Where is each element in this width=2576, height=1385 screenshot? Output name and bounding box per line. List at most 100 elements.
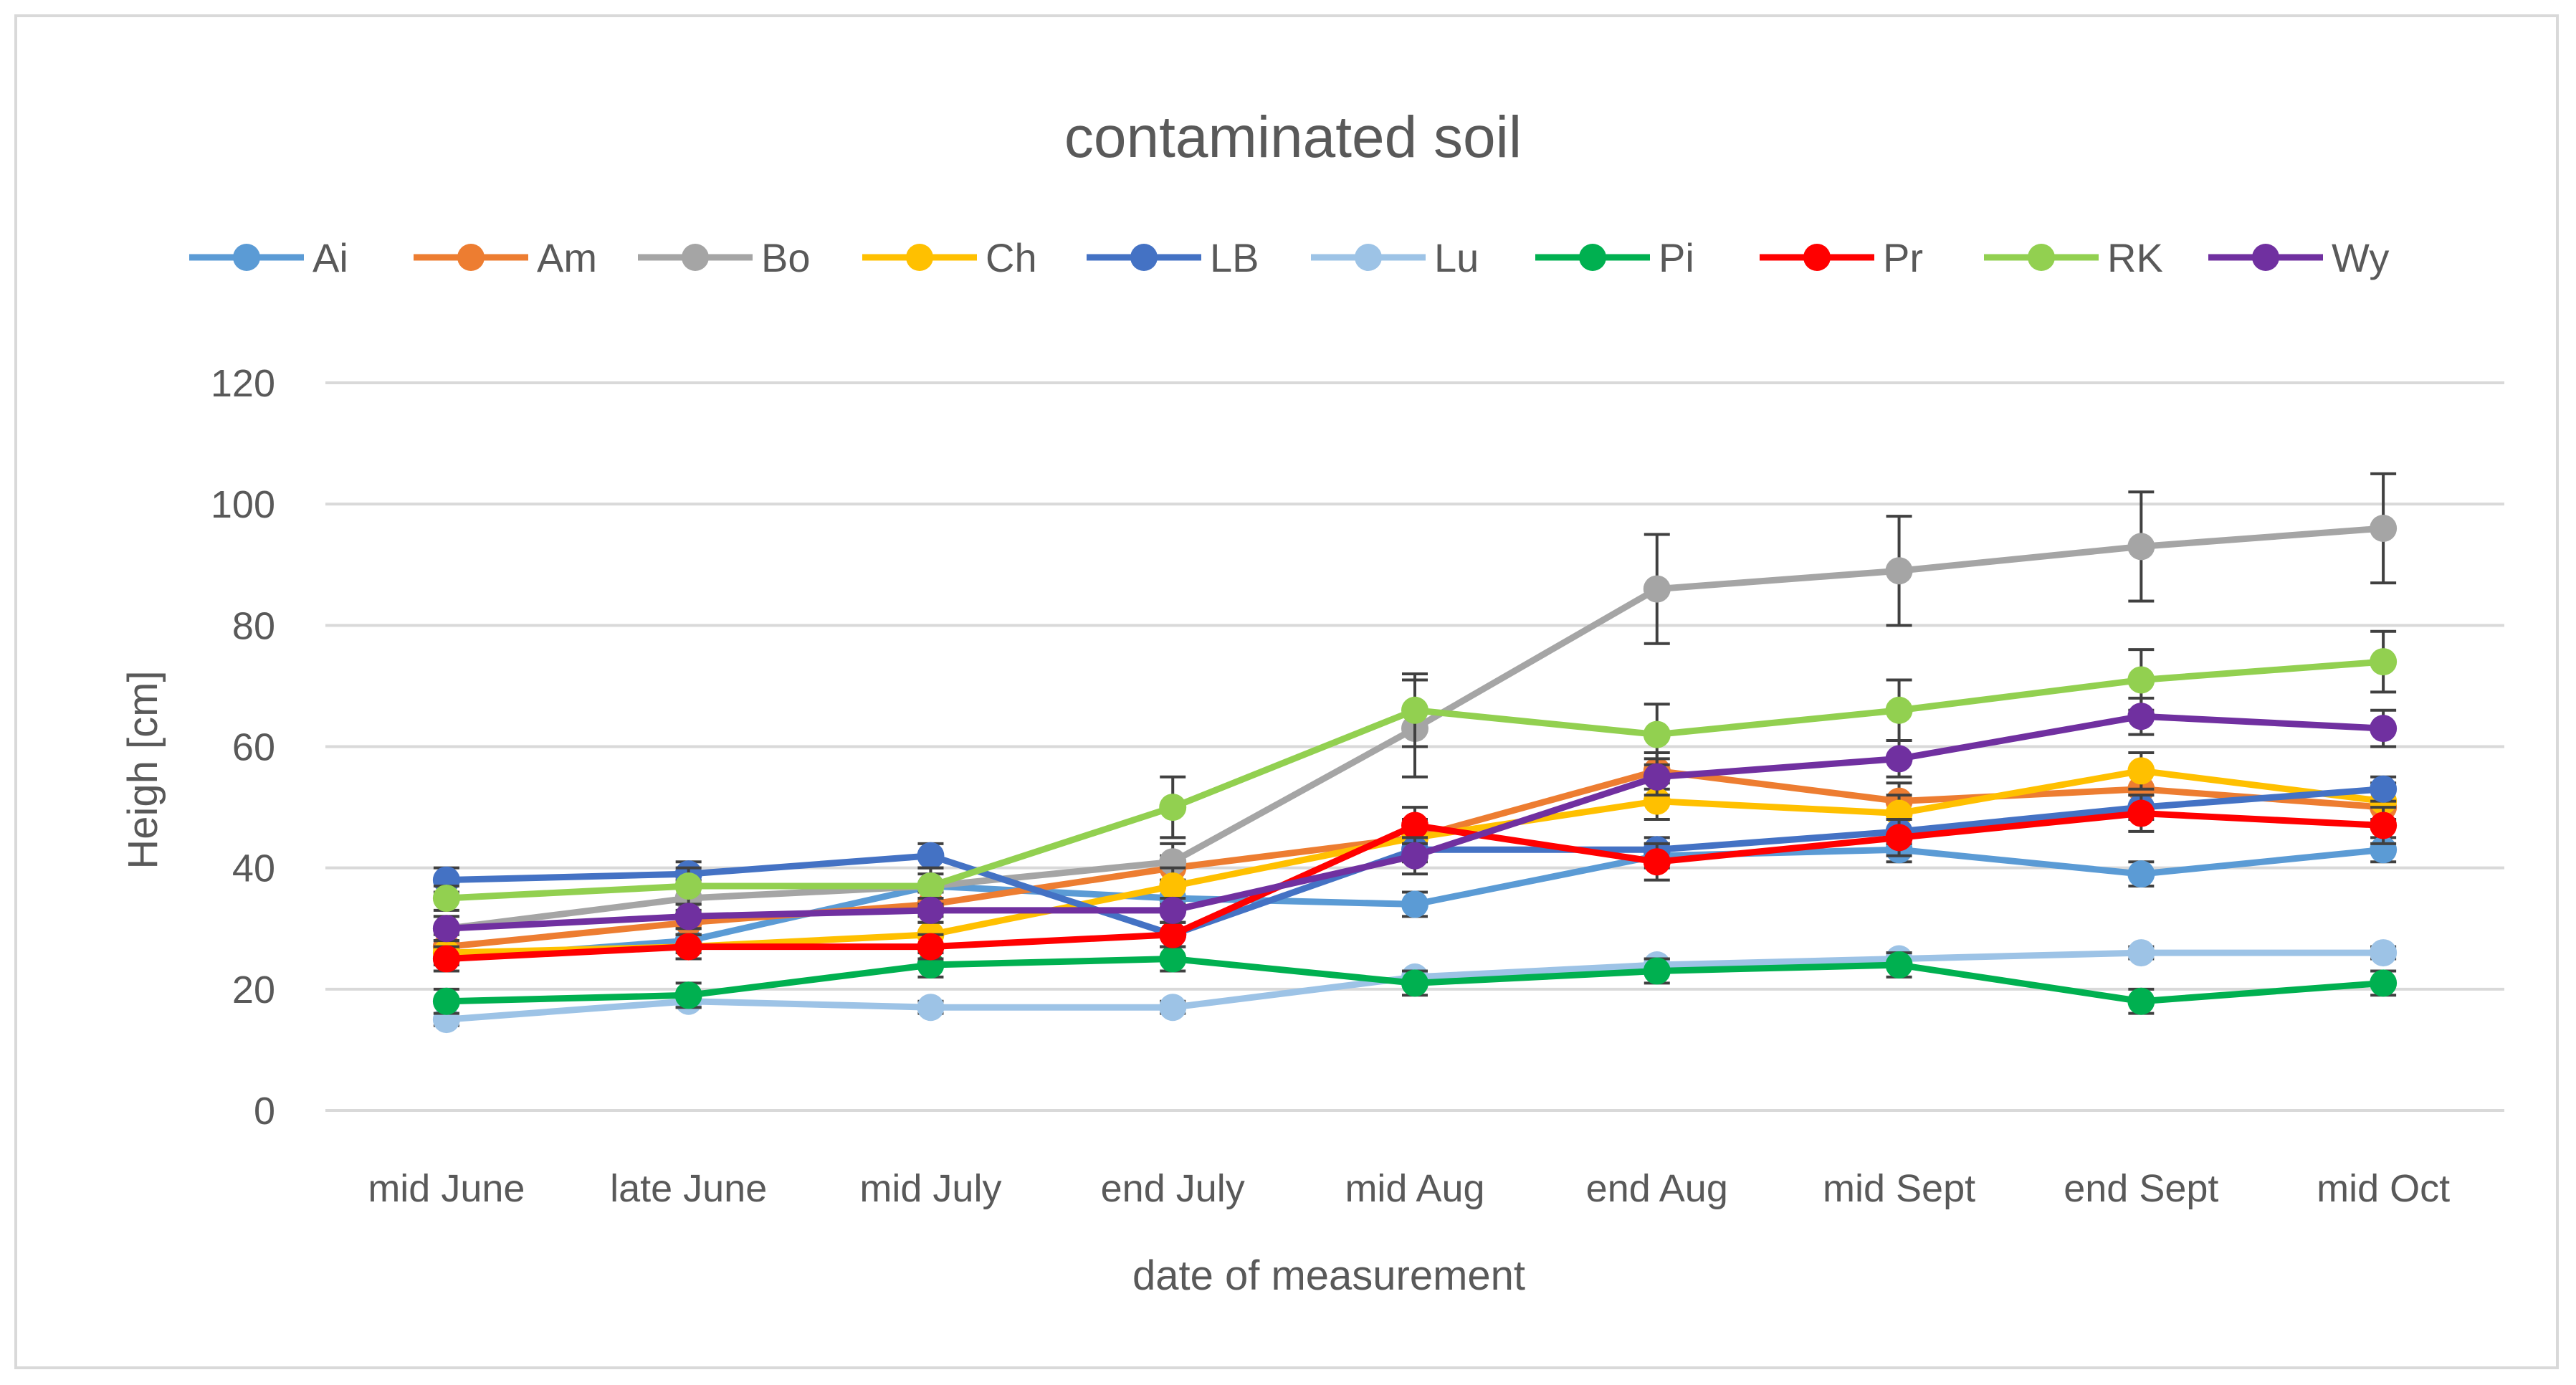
legend: Ai Am Bo Ch LB Lu Pi Pr RK Wy xyxy=(189,235,2389,280)
legend-item-LB: LB xyxy=(1087,235,1259,280)
series-layer xyxy=(432,472,2398,1034)
y-axis-title: Heigh [cm] xyxy=(120,670,166,869)
x-tick-label: late June xyxy=(610,1167,767,1210)
legend-swatch-marker xyxy=(1355,244,1382,271)
series-Wy xyxy=(432,696,2398,943)
x-tick-label: end July xyxy=(1101,1167,1245,1210)
data-point-Wy xyxy=(2127,703,2155,730)
legend-label: Wy xyxy=(2332,235,2389,280)
legend-label: Bo xyxy=(761,235,811,280)
legend-label: Ai xyxy=(313,235,348,280)
data-point-LB xyxy=(917,842,945,870)
legend-swatch-marker xyxy=(1579,244,1606,271)
x-tick-label: end Sept xyxy=(2064,1167,2218,1210)
data-point-Pi xyxy=(1643,957,1671,985)
legend-swatch-marker xyxy=(1130,244,1158,271)
data-point-Wy xyxy=(1159,896,1187,924)
legend-label: RK xyxy=(2107,235,2163,280)
x-tick-label: mid Oct xyxy=(2317,1167,2450,1210)
data-point-Pr xyxy=(2127,799,2155,827)
y-tick-label: 60 xyxy=(232,726,275,769)
data-point-Wy xyxy=(2370,715,2398,743)
data-point-Ai xyxy=(1401,890,1428,918)
data-point-Pi xyxy=(1159,945,1187,973)
legend-item-Bo: Bo xyxy=(638,235,811,280)
legend-item-Ch: Ch xyxy=(862,235,1037,280)
legend-item-Pr: Pr xyxy=(1760,235,1923,280)
x-tick-label: mid June xyxy=(368,1167,525,1210)
data-point-Bo xyxy=(2370,515,2398,542)
legend-swatch-marker xyxy=(2252,244,2279,271)
y-tick-label: 40 xyxy=(232,847,275,890)
data-point-Ch xyxy=(1159,872,1187,900)
legend-swatch-marker xyxy=(2028,244,2055,271)
data-point-Wy xyxy=(432,915,460,943)
legend-label: Lu xyxy=(1434,235,1479,280)
data-point-RK xyxy=(2370,648,2398,676)
data-point-Pi xyxy=(2127,987,2155,1015)
data-point-Lu xyxy=(917,994,945,1022)
y-tick-label: 100 xyxy=(211,483,275,526)
data-point-Bo xyxy=(1643,575,1671,603)
data-point-Pi xyxy=(1401,969,1428,997)
data-point-Pr xyxy=(432,945,460,973)
data-point-Pr xyxy=(1885,824,1913,852)
data-point-RK xyxy=(1159,794,1187,822)
legend-swatch-marker xyxy=(682,244,709,271)
legend-label: Ch xyxy=(986,235,1037,280)
data-point-Pr xyxy=(2370,812,2398,839)
data-point-Lu xyxy=(2127,939,2155,967)
legend-item-Lu: Lu xyxy=(1311,235,1479,280)
data-point-RK xyxy=(1401,696,1428,724)
data-point-Ai xyxy=(2127,860,2155,888)
data-point-RK xyxy=(2127,666,2155,694)
legend-item-Ai: Ai xyxy=(189,235,348,280)
series-RK xyxy=(432,629,2398,912)
data-point-Pr xyxy=(1643,848,1671,876)
data-point-Pi xyxy=(2370,969,2398,997)
legend-swatch-marker xyxy=(457,244,485,271)
data-point-Pr xyxy=(1159,920,1187,948)
x-tick-label: end Aug xyxy=(1586,1167,1728,1210)
data-point-Wy xyxy=(1885,745,1913,773)
data-point-Bo xyxy=(2127,533,2155,561)
y-axis-ticks: 0 20 40 60 80 100 120 xyxy=(211,362,275,1133)
legend-item-Wy: Wy xyxy=(2208,235,2389,280)
legend-item-Pi: Pi xyxy=(1535,235,1694,280)
legend-label: Pi xyxy=(1659,235,1694,280)
legend-swatch-marker xyxy=(233,244,260,271)
data-point-Lu xyxy=(1159,994,1187,1022)
y-tick-label: 120 xyxy=(211,362,275,405)
data-point-RK xyxy=(674,872,702,900)
legend-label: LB xyxy=(1210,235,1259,280)
data-point-Pi xyxy=(1885,951,1913,979)
x-tick-label: mid Sept xyxy=(1823,1167,1975,1210)
y-tick-label: 20 xyxy=(232,968,275,1012)
data-point-LB xyxy=(2370,775,2398,803)
data-point-Pi xyxy=(674,981,702,1009)
chart-title: contaminated soil xyxy=(1064,105,1522,170)
series-Pi xyxy=(432,945,2398,1015)
data-point-Wy xyxy=(1401,842,1428,870)
data-point-RK xyxy=(432,884,460,912)
data-point-Pr xyxy=(917,933,945,961)
data-point-Pr xyxy=(674,933,702,961)
data-point-RK xyxy=(1885,696,1913,724)
data-point-RK xyxy=(917,872,945,900)
x-tick-label: mid Aug xyxy=(1345,1167,1484,1210)
x-axis-title: date of measurement xyxy=(1132,1252,1525,1299)
data-point-RK xyxy=(1643,720,1671,748)
legend-swatch-marker xyxy=(906,244,933,271)
data-point-Pi xyxy=(432,987,460,1015)
legend-label: Am xyxy=(537,235,597,280)
legend-item-Am: Am xyxy=(414,235,597,280)
data-point-Pr xyxy=(1401,812,1428,839)
data-point-Wy xyxy=(674,903,702,931)
data-point-Wy xyxy=(917,896,945,924)
x-tick-label: mid July xyxy=(859,1167,1001,1210)
data-point-Ch xyxy=(2127,757,2155,785)
line-chart: contaminated soil Ai Am Bo Ch LB Lu Pi Pr RK Wy 0… xyxy=(120,105,2504,1299)
y-tick-label: 80 xyxy=(232,604,275,647)
y-tick-label: 0 xyxy=(254,1090,275,1133)
legend-item-RK: RK xyxy=(1984,235,2163,280)
